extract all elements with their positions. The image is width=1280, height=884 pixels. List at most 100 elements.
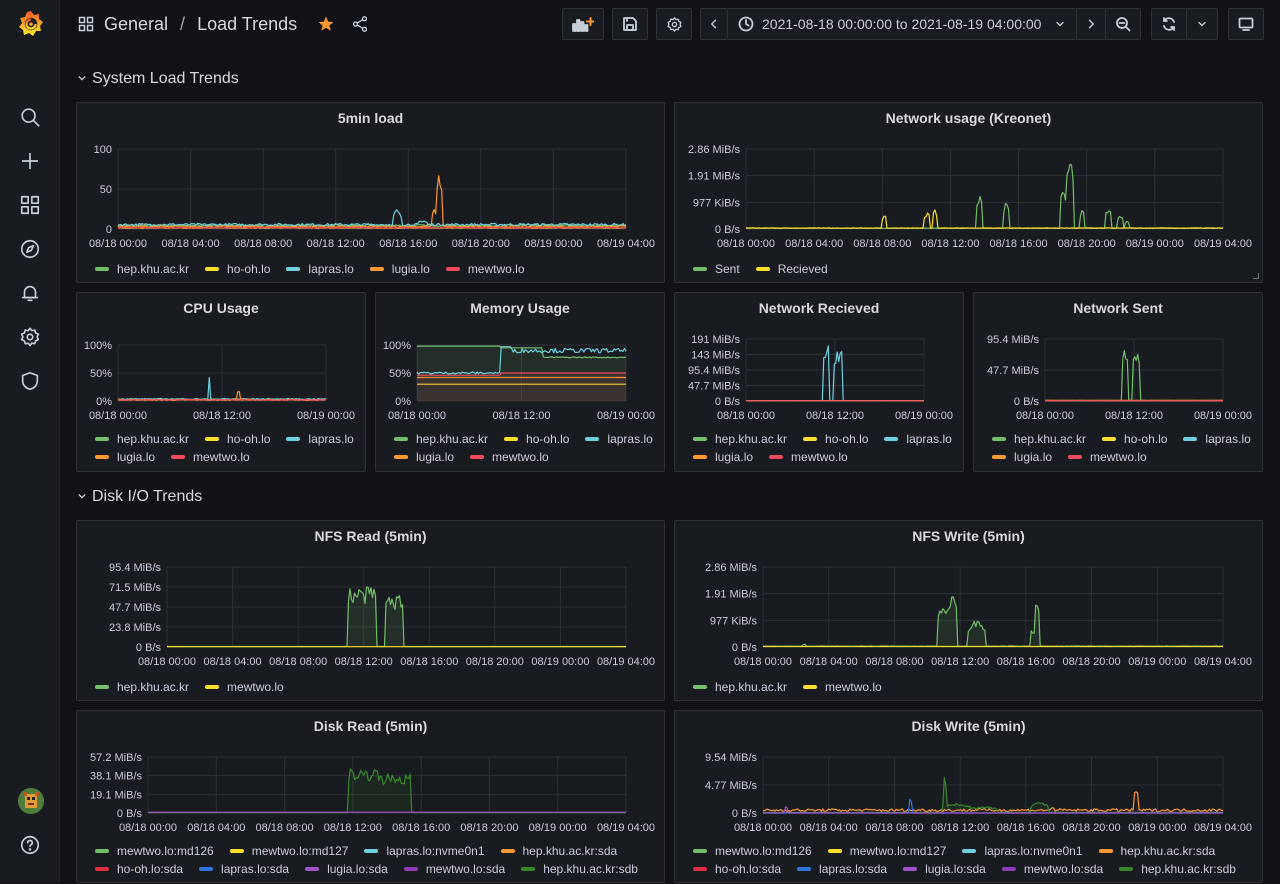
dashboard-title[interactable]: Load Trends: [197, 14, 297, 35]
legend-item[interactable]: Recieved: [756, 262, 828, 276]
legend-item[interactable]: lapras.lo:nvme0n1: [364, 844, 484, 858]
legend-item[interactable]: hep.khu.ac.kr: [95, 262, 189, 276]
legend-item[interactable]: lugia.lo: [693, 450, 753, 464]
legend-item[interactable]: hep.khu.ac.kr: [693, 680, 787, 694]
legend-item[interactable]: ho-oh.lo: [1102, 432, 1167, 446]
legend-item[interactable]: lapras.lo:sda: [199, 862, 289, 876]
legend-item[interactable]: hep.khu.ac.kr:sdb: [1119, 862, 1236, 876]
add-panel-button[interactable]: [562, 8, 604, 40]
legend-item[interactable]: lugia.lo:sda: [903, 862, 986, 876]
row-toggle-disk-io[interactable]: Disk I/O Trends: [78, 488, 202, 506]
search-icon[interactable]: [14, 101, 46, 133]
refresh-button[interactable]: [1151, 8, 1187, 40]
legend-item[interactable]: ho-oh.lo: [205, 432, 270, 446]
tv-mode-button[interactable]: [1228, 8, 1264, 40]
legend-item[interactable]: mewtwo.lo: [470, 450, 549, 464]
graph-canvas[interactable]: 95.4 MiB/s71.5 MiB/s47.7 MiB/s23.8 MiB/s…: [77, 521, 666, 702]
legend-swatch: [1183, 437, 1197, 441]
legend-item[interactable]: hep.khu.ac.kr: [95, 432, 189, 446]
legend-item[interactable]: lugia.lo: [394, 450, 454, 464]
legend-item[interactable]: lapras.lo: [286, 432, 353, 446]
legend-item[interactable]: mewtwo.lo: [803, 680, 882, 694]
help-icon[interactable]: [14, 829, 46, 861]
legend-item[interactable]: hep.khu.ac.kr:sda: [501, 844, 618, 858]
legend-item[interactable]: mewtwo.lo:sda: [404, 862, 505, 876]
time-shift-back-button[interactable]: [700, 8, 728, 40]
legend-item[interactable]: hep.khu.ac.kr: [693, 432, 787, 446]
clock-icon: [738, 16, 754, 32]
legend-item[interactable]: mewtwo.lo: [446, 262, 525, 276]
panel-resize-handle[interactable]: [1253, 273, 1259, 279]
user-avatar[interactable]: [18, 788, 44, 814]
legend-item[interactable]: mewtwo.lo:sda: [1002, 862, 1103, 876]
legend-item[interactable]: mewtwo.lo:md127: [230, 844, 349, 858]
legend-swatch: [1002, 867, 1016, 871]
server-admin-shield-icon[interactable]: [14, 365, 46, 397]
legend-item[interactable]: mewtwo.lo: [171, 450, 250, 464]
legend-item[interactable]: hep.khu.ac.kr: [394, 432, 488, 446]
dashboards-icon[interactable]: [14, 189, 46, 221]
refresh-interval-dropdown[interactable]: [1186, 8, 1218, 40]
breadcrumb-folder[interactable]: General: [104, 14, 168, 35]
legend-item[interactable]: ho-oh.lo:sda: [693, 862, 781, 876]
save-dashboard-button[interactable]: [612, 8, 648, 40]
x-tick-label: 08/18 12:00: [921, 238, 979, 250]
legend-item[interactable]: lugia.lo:sda: [305, 862, 388, 876]
legend-item[interactable]: mewtwo.lo: [769, 450, 848, 464]
legend-item[interactable]: hep.khu.ac.kr:sdb: [521, 862, 638, 876]
configuration-gear-icon[interactable]: [14, 321, 46, 353]
legend-item[interactable]: ho-oh.lo: [803, 432, 868, 446]
legend-item[interactable]: mewtwo.lo:md126: [693, 844, 812, 858]
x-tick-label: 08/18 20:00: [1063, 822, 1121, 834]
legend-item[interactable]: lapras.lo: [585, 432, 652, 446]
dashboard-settings-button[interactable]: [656, 8, 692, 40]
row-toggle-system-load[interactable]: System Load Trends: [78, 70, 239, 88]
legend-item[interactable]: lapras.lo:sda: [797, 862, 887, 876]
legend-item[interactable]: ho-oh.lo: [504, 432, 569, 446]
legend-swatch: [992, 455, 1006, 459]
series-area: [763, 778, 1223, 813]
alerting-bell-icon[interactable]: [14, 277, 46, 309]
legend-item[interactable]: lapras.lo:nvme0n1: [962, 844, 1082, 858]
plus-icon[interactable]: [14, 145, 46, 177]
time-range-picker[interactable]: 2021-08-18 00:00:00 to 2021-08-19 04:00:…: [727, 8, 1077, 40]
legend-item[interactable]: lapras.lo: [884, 432, 951, 446]
time-range-label: 2021-08-18 00:00:00 to 2021-08-19 04:00:…: [762, 16, 1041, 32]
legend-item[interactable]: hep.khu.ac.kr: [95, 680, 189, 694]
time-shift-forward-button[interactable]: [1076, 8, 1106, 40]
legend-item[interactable]: ho-oh.lo: [205, 262, 270, 276]
legend-swatch: [404, 867, 418, 871]
legend-item[interactable]: lugia.lo: [992, 450, 1052, 464]
legend-item[interactable]: mewtwo.lo: [205, 680, 284, 694]
share-icon[interactable]: [351, 15, 369, 33]
legend-item[interactable]: mewtwo.lo:md127: [828, 844, 947, 858]
legend-item[interactable]: hep.khu.ac.kr: [992, 432, 1086, 446]
legend-item[interactable]: lapras.lo: [286, 262, 353, 276]
legend-item[interactable]: Sent: [693, 262, 740, 276]
legend-item[interactable]: lugia.lo: [370, 262, 430, 276]
star-icon[interactable]: [317, 15, 335, 33]
legend-item[interactable]: hep.khu.ac.kr:sda: [1099, 844, 1216, 858]
explore-compass-icon[interactable]: [14, 233, 46, 265]
legend-item[interactable]: mewtwo.lo: [1068, 450, 1147, 464]
zoom-out-button[interactable]: [1105, 8, 1141, 40]
legend-item[interactable]: mewtwo.lo:md126: [95, 844, 214, 858]
panel-legend: hep.khu.ac.kr mewtwo.lo: [95, 680, 656, 694]
legend-item[interactable]: ho-oh.lo:sda: [95, 862, 183, 876]
legend-item[interactable]: lugia.lo: [95, 450, 155, 464]
grafana-logo[interactable]: [17, 9, 45, 39]
legend-item[interactable]: lapras.lo: [1183, 432, 1250, 446]
